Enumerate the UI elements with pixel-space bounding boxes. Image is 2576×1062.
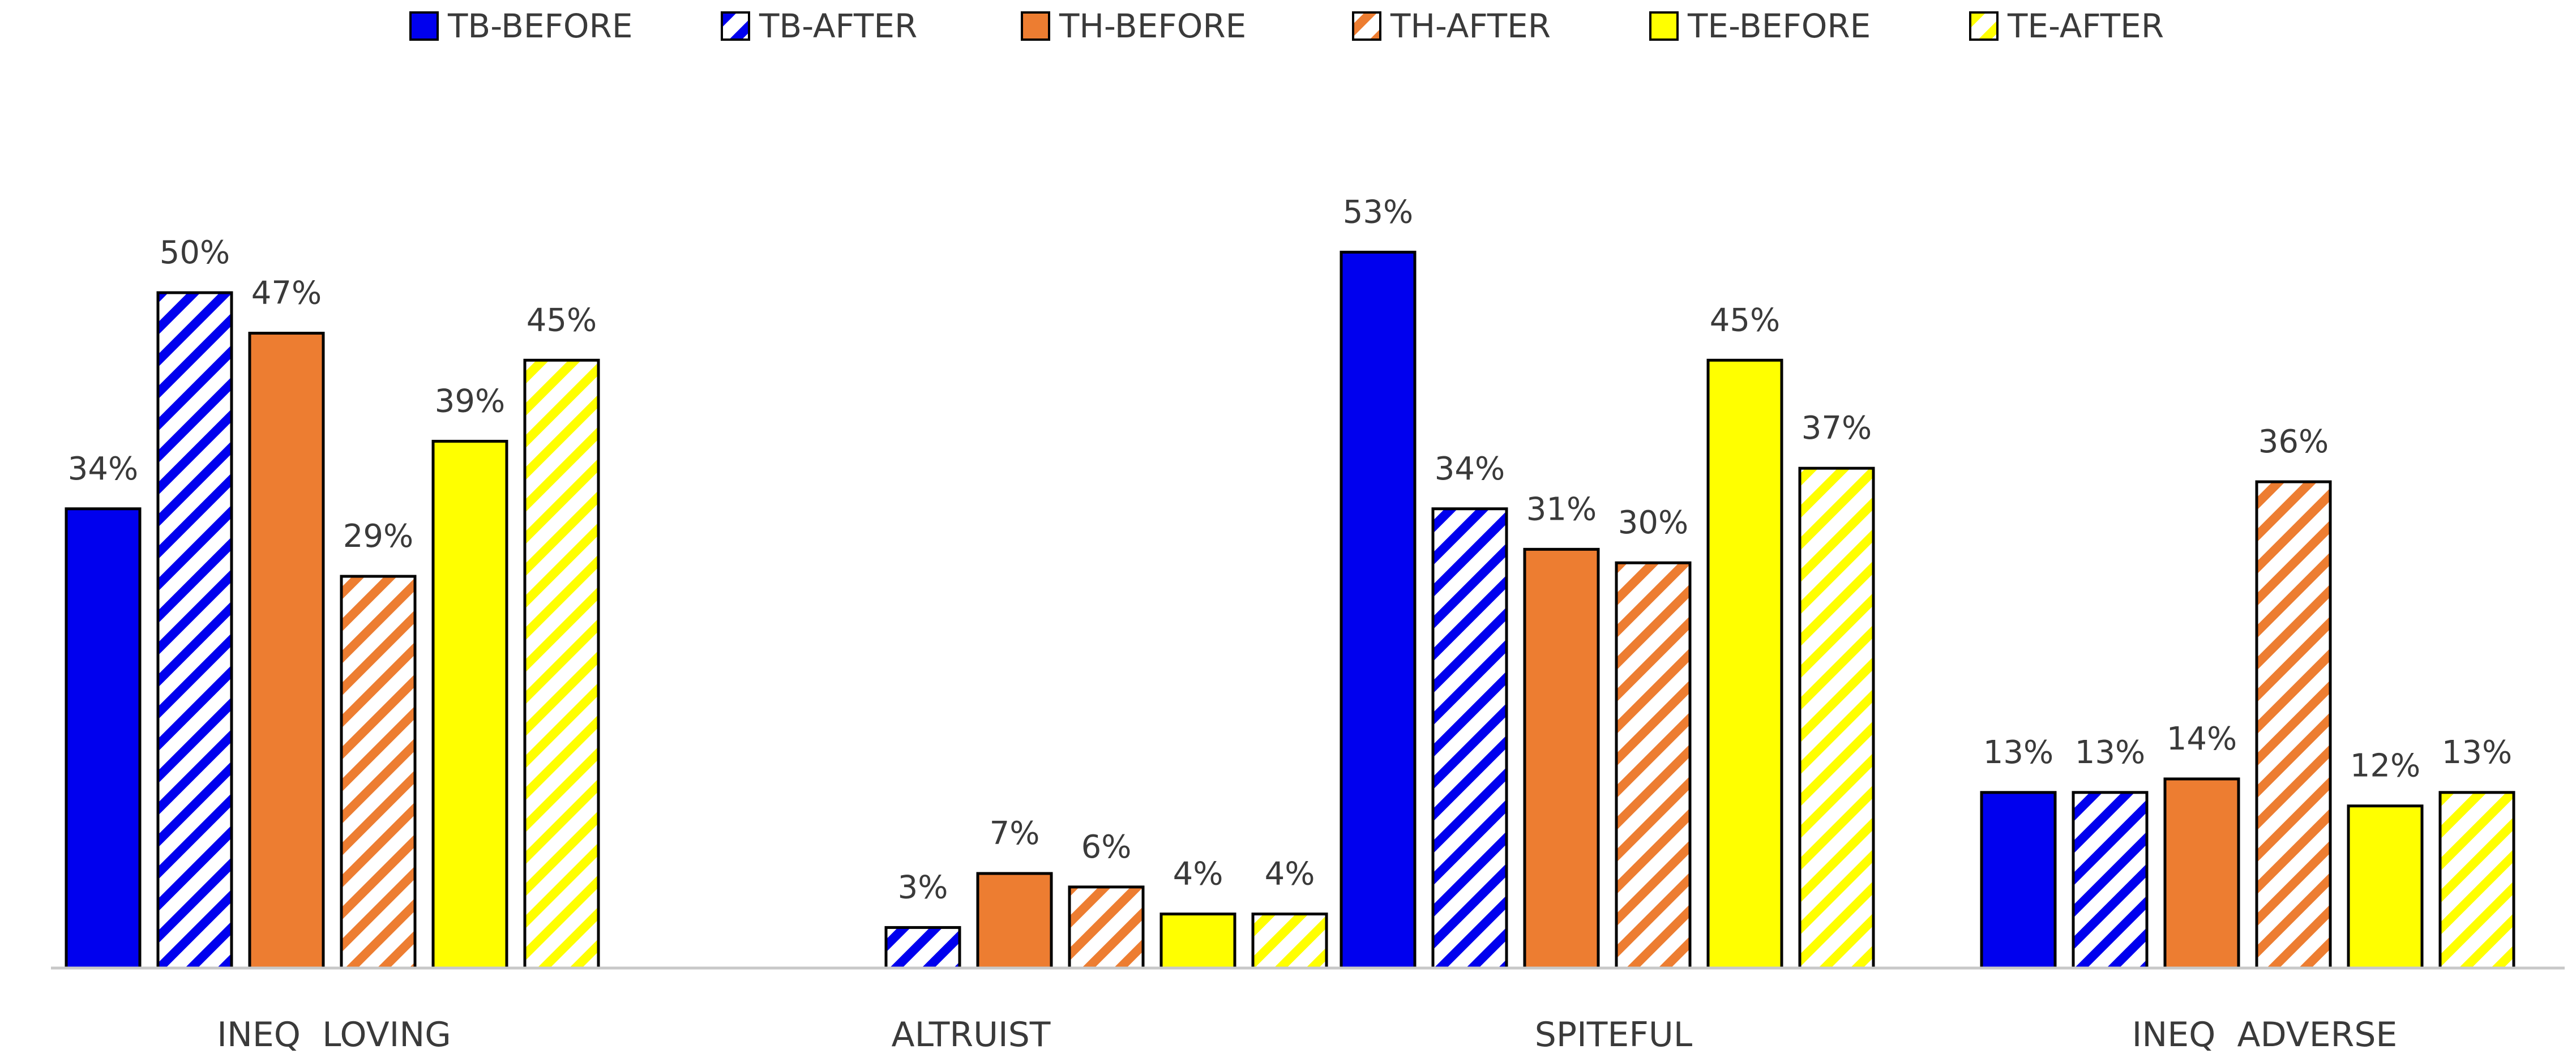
legend-label: TH-BEFORE xyxy=(1059,7,1246,45)
data-label-ineq-loving-tb-before: 34% xyxy=(68,451,138,487)
data-label-altruist-te-before: 4% xyxy=(1173,856,1223,893)
category-label-ineq-adverse: INEQ ADVERSE xyxy=(2132,1015,2398,1055)
data-label-ineq-loving-th-after: 29% xyxy=(343,518,413,555)
data-label-spiteful-th-before: 31% xyxy=(1526,491,1597,528)
data-label-ineq-adverse-th-after: 36% xyxy=(2258,423,2329,460)
legend-item-th-before: TH-BEFORE xyxy=(1021,7,1246,45)
category-labels: INEQ LOVING ALTRUIST SPITEFUL INEQ ADVERSE xyxy=(217,1015,2397,1055)
data-label-ineq-loving-tb-after: 50% xyxy=(160,234,230,271)
bar-altruist-th-after xyxy=(1068,885,1145,970)
category-label-altruist: ALTRUIST xyxy=(892,1015,1051,1055)
bar-ineq-loving-te-after xyxy=(523,358,600,970)
bar-ineq-loving-th-after xyxy=(340,575,417,970)
legend-label: TE-BEFORE xyxy=(1687,7,1871,45)
legend-item-tb-before: TB-BEFORE xyxy=(409,7,632,45)
legend-swatch xyxy=(1649,11,1679,41)
data-label-ineq-adverse-tb-before: 13% xyxy=(1983,734,2053,771)
data-labels: 34% 50% 47% 29% 39% 45% 3% 7% 6% 4% 4% 53% 34% 31% 30%… xyxy=(68,194,2512,906)
legend-swatch xyxy=(1969,11,1999,41)
bar-spiteful-te-before xyxy=(1706,358,1783,970)
data-label-spiteful-tb-after: 34% xyxy=(1435,451,1505,487)
legend-swatch xyxy=(1352,11,1381,41)
bar-spiteful-tb-before xyxy=(1340,250,1417,970)
category-label-spiteful: SPITEFUL xyxy=(1535,1015,1693,1055)
legend: TB-BEFORE TB-AFTER TH-BEFORE TH-AFTER TE-BEF… xyxy=(409,7,2164,45)
legend-item-th-after: TH-AFTER xyxy=(1352,7,1551,45)
bar-altruist-te-after xyxy=(1251,913,1328,970)
bar-ineq-loving-th-before xyxy=(248,332,325,970)
data-label-ineq-adverse-te-before: 12% xyxy=(2350,748,2420,785)
legend-label: TB-BEFORE xyxy=(447,7,632,45)
legend-item-te-after: TE-AFTER xyxy=(1969,7,2164,45)
bar-spiteful-th-after xyxy=(1615,561,1692,970)
data-label-altruist-tb-after: 3% xyxy=(898,869,948,906)
bar-spiteful-tb-after xyxy=(1431,507,1508,970)
data-label-ineq-adverse-tb-after: 13% xyxy=(2075,734,2145,771)
data-label-spiteful-th-after: 30% xyxy=(1618,504,1688,541)
data-label-spiteful-te-before: 45% xyxy=(1710,302,1780,339)
data-label-spiteful-tb-before: 53% xyxy=(1343,194,1413,230)
legend-swatch xyxy=(409,11,439,41)
bar-altruist-tb-after xyxy=(884,926,961,970)
data-label-altruist-th-before: 7% xyxy=(990,815,1040,852)
legend-swatch xyxy=(1021,11,1050,41)
legend-label: TH-AFTER xyxy=(1390,7,1551,45)
data-label-ineq-loving-te-before: 39% xyxy=(435,383,505,419)
bar-ineq-adverse-te-after xyxy=(2438,791,2515,970)
data-label-ineq-loving-te-after: 45% xyxy=(527,302,597,339)
bar-ineq-adverse-th-before xyxy=(2163,777,2240,970)
bar-ineq-loving-tb-before xyxy=(65,507,142,970)
bar-ineq-adverse-tb-before xyxy=(1980,791,2057,970)
bar-altruist-th-before xyxy=(976,872,1053,970)
legend-label: TB-AFTER xyxy=(759,7,917,45)
bar-ineq-adverse-th-after xyxy=(2255,480,2332,970)
data-label-altruist-th-after: 6% xyxy=(1081,829,1132,866)
bar-altruist-te-before xyxy=(1159,913,1236,970)
data-label-ineq-loving-th-before: 47% xyxy=(251,275,322,312)
data-label-ineq-adverse-te-after: 13% xyxy=(2442,734,2512,771)
legend-item-te-before: TE-BEFORE xyxy=(1649,7,1871,45)
bar-ineq-loving-te-before xyxy=(431,439,508,970)
category-label-ineq-loving: INEQ LOVING xyxy=(217,1015,451,1055)
bar-group xyxy=(65,250,2515,970)
legend-swatch xyxy=(721,11,750,41)
data-label-spiteful-te-after: 37% xyxy=(1802,410,1872,447)
bar-spiteful-te-after xyxy=(1798,466,1875,970)
data-label-altruist-te-after: 4% xyxy=(1265,856,1315,893)
bar-ineq-adverse-tb-after xyxy=(2072,791,2149,970)
bar-ineq-loving-tb-after xyxy=(156,291,233,970)
bar-ineq-adverse-te-before xyxy=(2347,804,2424,970)
data-label-ineq-adverse-th-before: 14% xyxy=(2167,721,2237,757)
bar-spiteful-th-before xyxy=(1523,547,1600,970)
legend-label: TE-AFTER xyxy=(2007,7,2164,45)
legend-item-tb-after: TB-AFTER xyxy=(721,7,917,45)
